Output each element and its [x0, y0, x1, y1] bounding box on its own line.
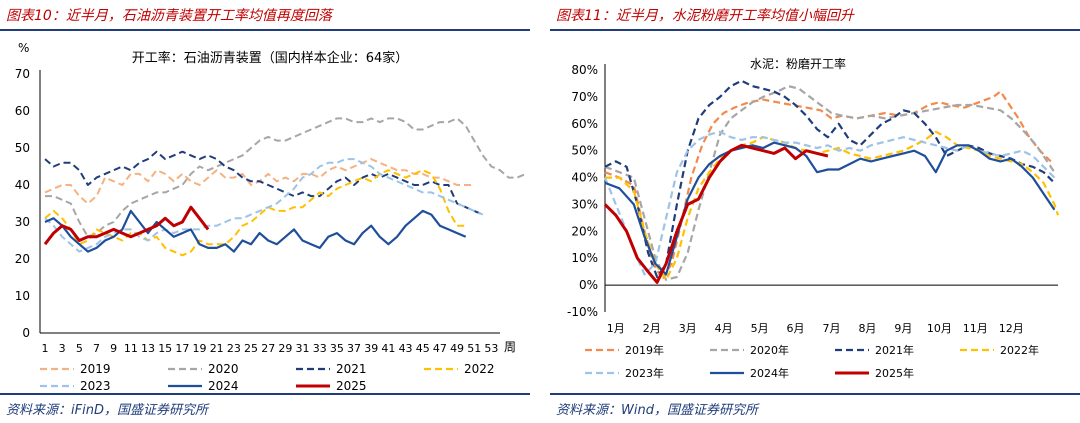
x-tick-label: 19 — [193, 342, 207, 355]
x-tick-label: 35 — [330, 342, 344, 355]
figure-right: 图表11：近半月，水泥粉磨开工率均值小幅回升 水泥：粉磨开工率 -10% 0% 10%… — [550, 0, 1080, 423]
y-tick-label: 70 — [15, 67, 30, 81]
x-tick-label: 9 — [110, 342, 117, 355]
figure-title: 图表10：近半月，石油沥青装置开工率均值再度回落 — [6, 8, 332, 24]
legend-label-2022: 2022 — [464, 362, 495, 376]
y-tick-label: 50% — [571, 144, 598, 158]
x-tick-label: 27 — [261, 342, 275, 355]
bottom-rule — [0, 393, 530, 395]
series-line-2022年 — [605, 130, 1060, 281]
legend-label-2025: 2025 — [336, 379, 367, 392]
x-tick-label: 41 — [381, 342, 395, 355]
x-tick-label: 10月 — [927, 322, 952, 335]
legend-label-2023: 2023 — [80, 379, 111, 392]
x-tick-label: 15 — [158, 342, 172, 355]
chart-title: 开工率：石油沥青装置（国内样本企业：64家） — [132, 50, 409, 66]
series-line-2025 — [43, 205, 210, 246]
x-tick-label: 1月 — [607, 322, 625, 335]
y-tick-label: 10% — [571, 251, 598, 265]
x-tick-label: 21 — [210, 342, 224, 355]
series-line-2024年 — [604, 141, 1056, 276]
legend-label-2025年: 2025年 — [875, 366, 914, 380]
x-tick-label: 25 — [244, 342, 258, 355]
figure-left: 图表10：近半月，石油沥青装置开工率均值再度回落 开工率：石油沥青装置（国内样本… — [0, 0, 530, 423]
x-tick-label: 45 — [416, 342, 430, 355]
x-tick-label: 29 — [278, 342, 292, 355]
x-tick-label: 3月 — [679, 322, 697, 335]
legend-label-2020: 2020 — [208, 362, 239, 376]
cement-chart: 水泥：粉磨开工率 -10% 0% 10% 20% 30% 40% 50% 60% 70% 80% 1月… — [567, 56, 1060, 380]
series-line-2023年 — [603, 130, 1056, 276]
y-tick-label: 70% — [571, 90, 598, 104]
x-tick-label: 11月 — [963, 322, 988, 335]
x-tick-label: 11 — [124, 342, 138, 355]
source-note: 资料来源：Wind，国盛证券研究所 — [556, 403, 758, 418]
series-line-2025年 — [603, 143, 829, 284]
x-tick-label: 6月 — [787, 322, 805, 335]
figure-title: 图表11：近半月，水泥粉磨开工率均值小幅回升 — [556, 8, 854, 24]
y-tick-label: 0 — [22, 326, 30, 340]
y-tick-label: 60% — [571, 117, 598, 131]
x-tick-label: 5 — [76, 342, 83, 355]
y-tick-label: 50 — [15, 141, 30, 155]
source-note: 资料来源：iFinD，国盛证券研究所 — [6, 403, 208, 418]
y-tick-label: 10 — [15, 289, 30, 303]
top-rule — [550, 29, 1080, 31]
x-tick-label: 13 — [141, 342, 155, 355]
x-tick-label: 23 — [227, 342, 241, 355]
series-line-2019年 — [604, 90, 1052, 281]
y-tick-label: 20% — [571, 224, 598, 238]
y-tick-label: 20 — [15, 252, 30, 266]
x-tick-label: 51 — [467, 342, 481, 355]
x-tick-label: 53 — [484, 342, 498, 355]
y-tick-label: 40 — [15, 178, 30, 192]
x-tick-label: 1 — [42, 342, 49, 355]
x-tick-label: 39 — [364, 342, 378, 355]
x-tick-label: 37 — [347, 342, 361, 355]
legend-label-2024年: 2024年 — [750, 366, 789, 380]
x-tick-label: 47 — [433, 342, 447, 355]
legend-label-2022年: 2022年 — [1000, 343, 1039, 357]
x-axis-unit: 周 — [504, 340, 516, 354]
x-tick-label: 3 — [59, 342, 66, 355]
legend-label-2019: 2019 — [80, 362, 111, 376]
chart-title: 水泥：粉磨开工率 — [750, 56, 846, 71]
series-line-2024 — [44, 209, 467, 253]
x-tick-label: 33 — [313, 342, 327, 355]
legend-label-2021年: 2021年 — [875, 343, 914, 357]
y-tick-label: 30 — [15, 215, 30, 229]
y-tick-label: 40% — [571, 171, 598, 185]
series-line-2021年 — [604, 79, 1056, 279]
legend-label-2019年: 2019年 — [625, 343, 664, 357]
x-tick-label: 7月 — [823, 322, 841, 335]
x-tick-label: 5月 — [751, 322, 769, 335]
top-rule — [0, 29, 530, 31]
y-tick-label: 0% — [579, 278, 598, 292]
y-tick-label: 60 — [15, 104, 30, 118]
series-line-2020 — [45, 117, 527, 238]
legend-label-2023年: 2023年 — [625, 366, 664, 380]
x-tick-label: 12月 — [999, 322, 1024, 335]
x-tick-label: 43 — [399, 342, 413, 355]
legend-label-2021: 2021 — [336, 362, 367, 376]
x-tick-label: 31 — [296, 342, 310, 355]
y-tick-label: 80% — [571, 63, 598, 77]
y-tick-label: 30% — [571, 197, 598, 211]
x-tick-label: 9月 — [894, 322, 912, 335]
series-line-2022 — [44, 169, 466, 257]
bottom-rule — [550, 393, 1080, 395]
series-line-2021 — [44, 150, 484, 216]
x-tick-label: 2月 — [643, 322, 661, 335]
x-tick-label: 8月 — [858, 322, 876, 335]
x-tick-label: 4月 — [715, 322, 733, 335]
x-tick-label: 7 — [93, 342, 100, 355]
legend-label-2020年: 2020年 — [750, 343, 789, 357]
x-tick-label: 49 — [450, 342, 464, 355]
legend-label-2024: 2024 — [208, 379, 239, 392]
y-tick-label: -10% — [567, 305, 598, 319]
x-tick-label: 17 — [175, 342, 189, 355]
y-axis-unit: % — [18, 41, 29, 55]
